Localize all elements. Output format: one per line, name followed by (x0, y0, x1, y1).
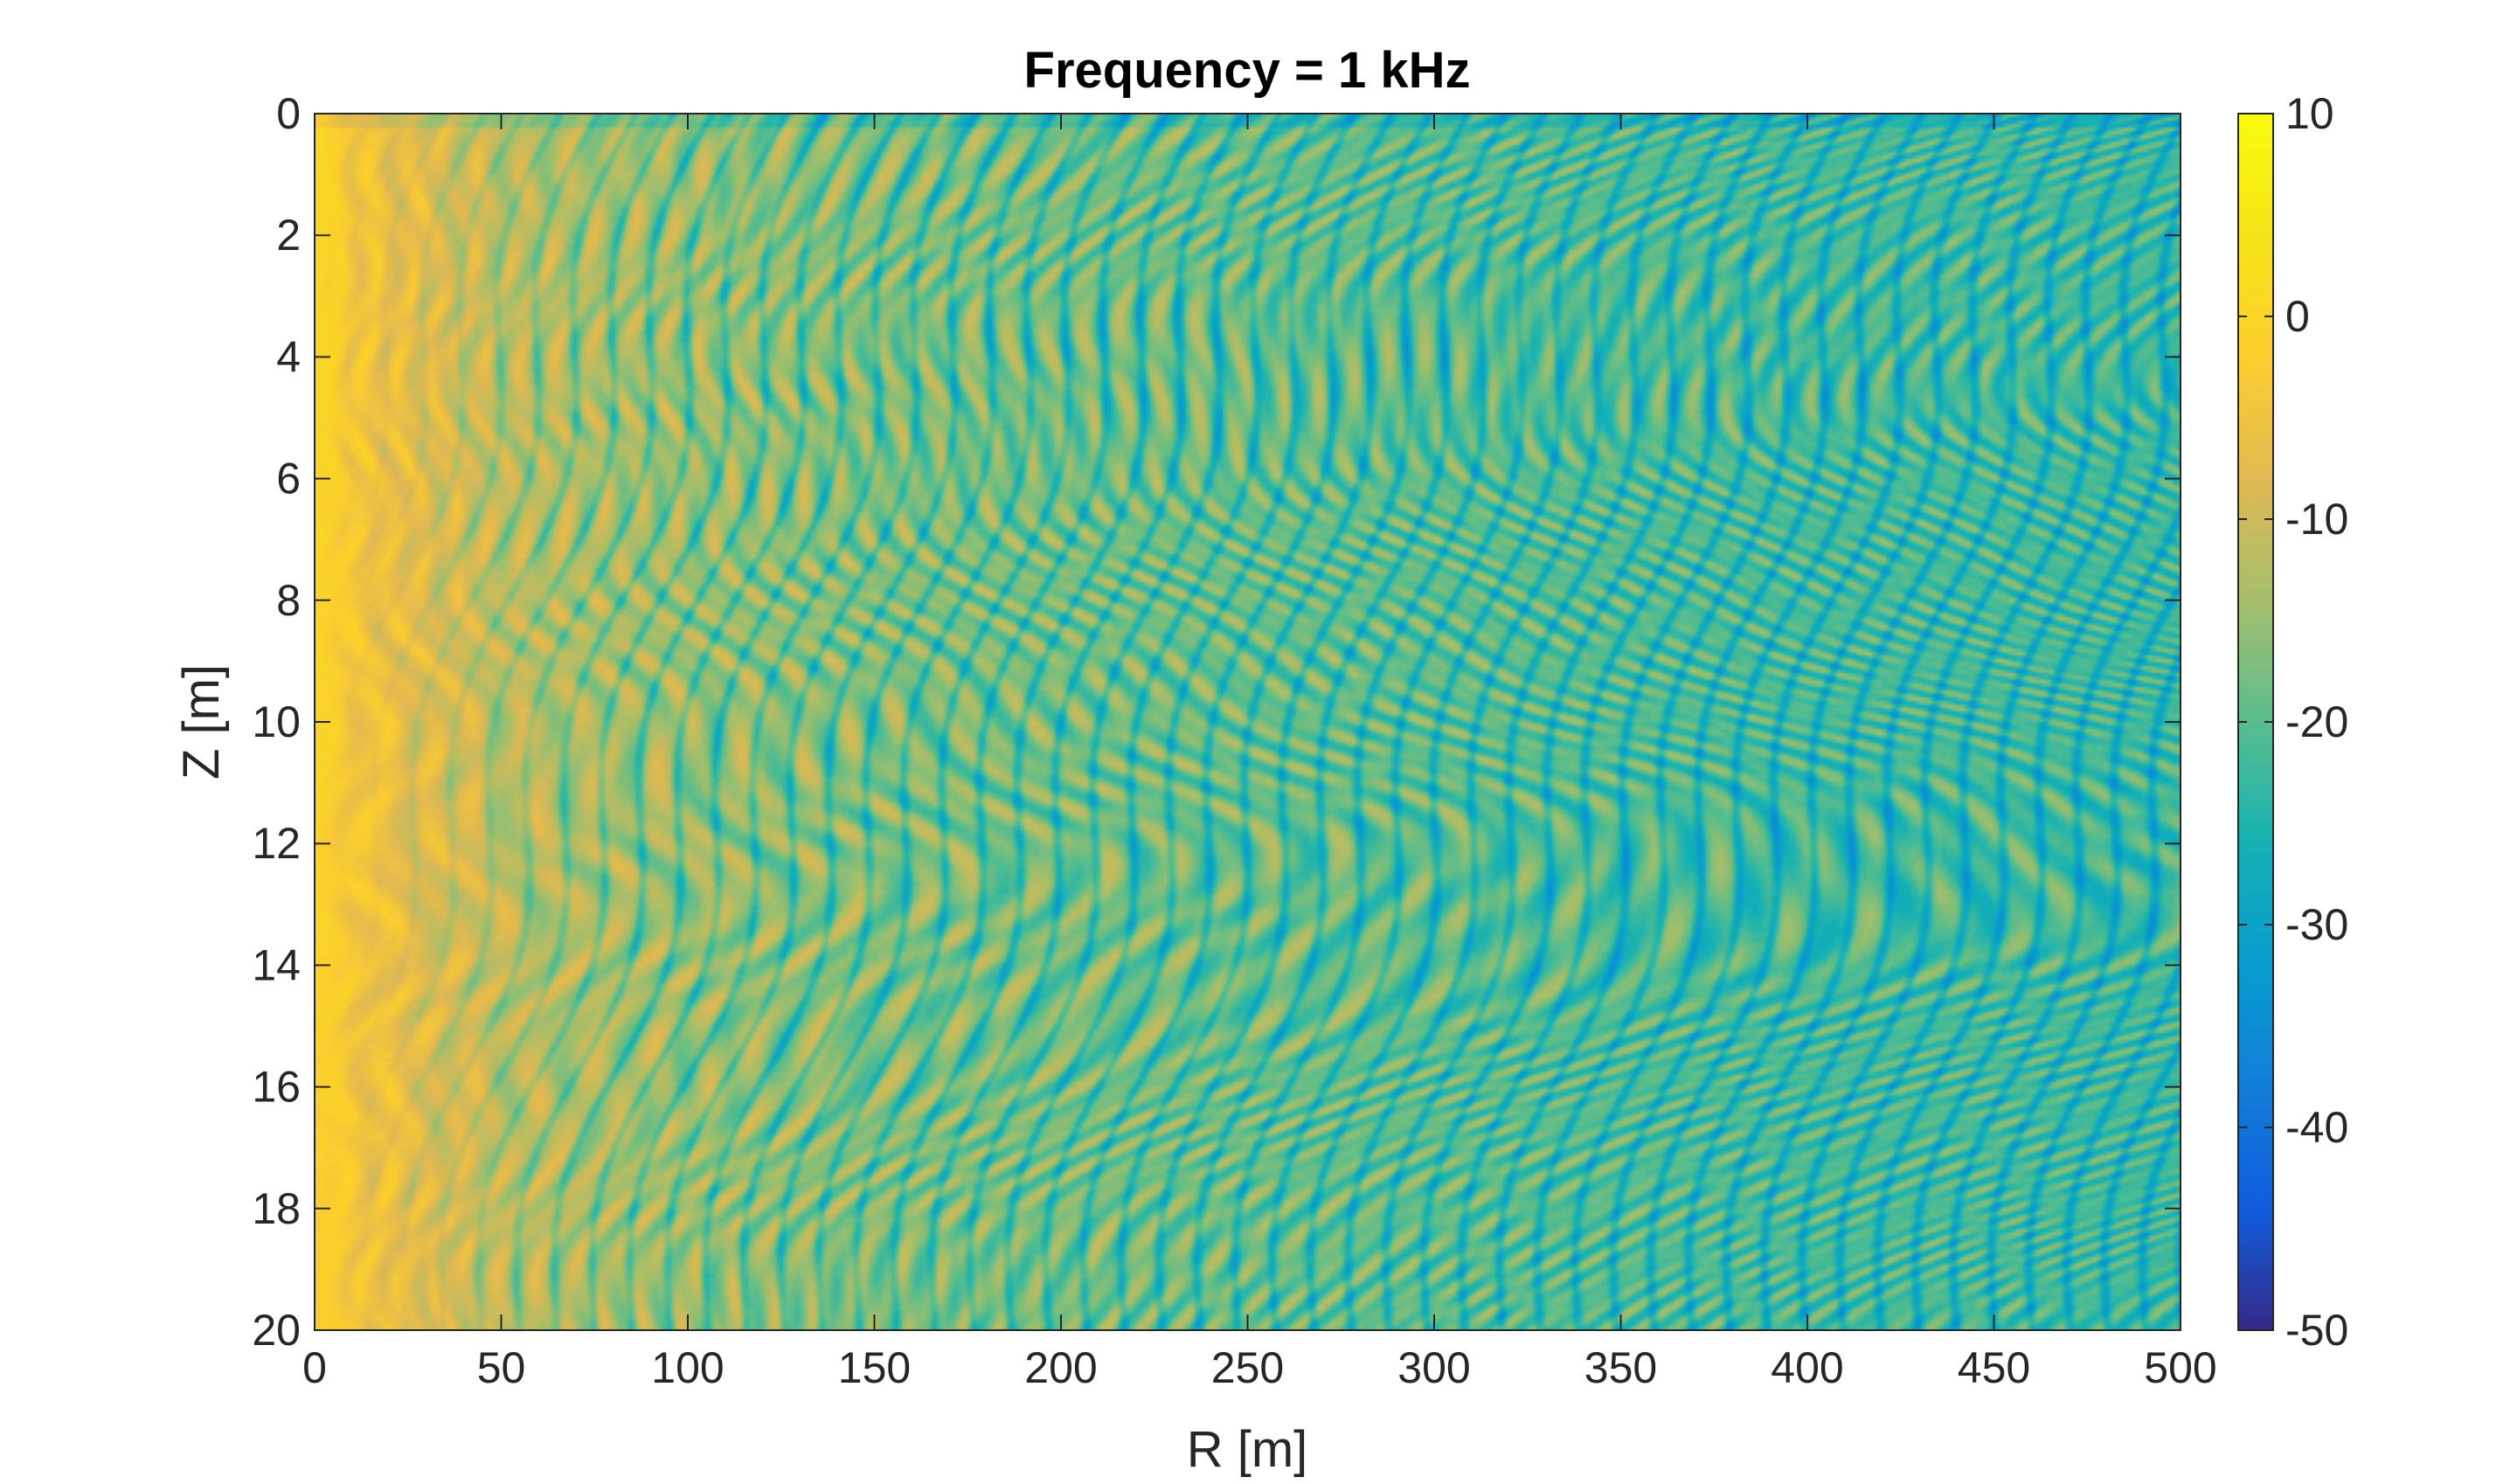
y-tick-label: 18 (252, 1184, 301, 1233)
y-tick-label: 14 (252, 940, 301, 989)
x-tick-label: 150 (838, 1343, 911, 1392)
colorbar-tick-label: -50 (2285, 1306, 2348, 1355)
y-tick-label: 10 (252, 697, 301, 746)
y-tick-label: 6 (276, 454, 301, 503)
x-tick-label: 350 (1584, 1343, 1657, 1392)
x-tick-label: 300 (1397, 1343, 1470, 1392)
colorbar-tick-label: 0 (2285, 292, 2310, 341)
chart-title: Frequency = 1 kHz (1024, 42, 1471, 99)
x-tick-label: 0 (302, 1343, 327, 1392)
colorbar-ticks: 10 0 -10 -20 -30 -40 -50 (2238, 89, 2348, 1355)
colorbar-tick-label: -40 (2285, 1103, 2348, 1152)
x-tick-label: 400 (1771, 1343, 1843, 1392)
heatmap-plot-area (315, 114, 2181, 1330)
x-tick-label: 200 (1024, 1343, 1097, 1392)
y-tick-label: 12 (252, 819, 301, 868)
y-axis-label: Z [m] (173, 664, 230, 780)
x-tick-label: 500 (2144, 1343, 2216, 1392)
y-tick-label: 0 (276, 89, 301, 138)
x-axis-ticks: 0 50 100 150 200 250 300 350 400 450 500 (302, 114, 2217, 1392)
x-axis-label: R [m] (1187, 1421, 1308, 1478)
y-tick-label: 2 (276, 211, 301, 260)
colorbar-tick-label: 10 (2285, 89, 2334, 138)
colorbar-tick-label: -30 (2285, 900, 2348, 949)
y-tick-label: 20 (252, 1306, 301, 1355)
colorbar-tick-label: -20 (2285, 697, 2348, 746)
y-tick-label: 8 (276, 576, 301, 625)
x-tick-label: 250 (1211, 1343, 1284, 1392)
y-axis-ticks: 0 2 4 6 8 10 12 14 16 18 20 (252, 89, 2181, 1355)
x-tick-label: 50 (477, 1343, 526, 1392)
x-tick-label: 100 (651, 1343, 724, 1392)
colorbar-tick-label: -10 (2285, 495, 2348, 544)
y-tick-label: 16 (252, 1063, 301, 1112)
heatmap-field (315, 114, 2181, 1330)
x-tick-label: 450 (1958, 1343, 2030, 1392)
y-tick-label: 4 (276, 332, 301, 381)
